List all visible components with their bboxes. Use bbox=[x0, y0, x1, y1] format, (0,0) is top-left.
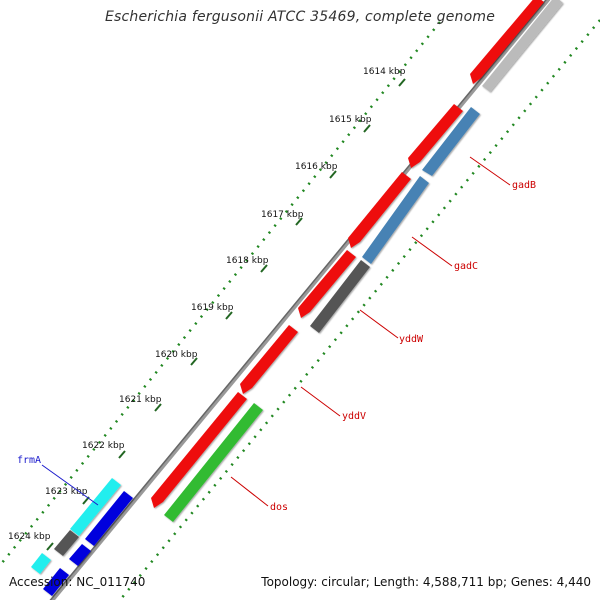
accession-info: Accession: NC_011740 bbox=[9, 575, 145, 589]
gene-feature[interactable] bbox=[348, 172, 411, 248]
tick-label: 1617 kbp bbox=[261, 210, 304, 220]
gene-feature[interactable] bbox=[85, 491, 133, 546]
tick-label: 1614 kbp bbox=[363, 67, 406, 77]
gene-feature[interactable] bbox=[240, 325, 298, 394]
gene-feature[interactable] bbox=[482, 0, 563, 92]
gene-label-yddW[interactable]: yddW bbox=[399, 334, 424, 345]
topology-label: Topology: bbox=[261, 575, 318, 589]
genes-label: Genes: bbox=[510, 575, 553, 589]
length-value: 4,588,711 bp bbox=[422, 575, 503, 589]
gene-feature[interactable] bbox=[70, 478, 121, 536]
tick-label: 1619 kbp bbox=[191, 303, 234, 313]
topology-value: circular bbox=[321, 575, 366, 589]
gene-feature[interactable] bbox=[422, 107, 480, 176]
gene-feature[interactable] bbox=[54, 530, 79, 556]
tick-label: 1615 kbp bbox=[329, 115, 372, 125]
gene-track-outer bbox=[151, 0, 544, 508]
gene-track-left bbox=[31, 478, 133, 596]
gene-labels: gadB gadC yddW yddV dos frmA bbox=[17, 180, 536, 513]
gene-feature[interactable] bbox=[151, 392, 247, 508]
accession-label: Accession: bbox=[9, 575, 73, 589]
gene-feature[interactable] bbox=[164, 403, 263, 522]
backbone bbox=[49, 0, 551, 600]
gene-track-inner bbox=[164, 0, 563, 522]
tick-marks bbox=[46, 78, 406, 551]
gene-feature[interactable] bbox=[310, 260, 370, 333]
tick-label: 1616 kbp bbox=[295, 162, 338, 172]
gene-label-dos[interactable]: dos bbox=[270, 502, 288, 513]
genes-value: 4,440 bbox=[556, 575, 591, 589]
accession-value: NC_011740 bbox=[76, 575, 146, 589]
genome-summary: Topology: circular; Length: 4,588,711 bp… bbox=[261, 575, 591, 589]
gene-feature[interactable] bbox=[31, 553, 51, 574]
tick-label: 1624 kbp bbox=[8, 532, 51, 542]
length-label: Length: bbox=[373, 575, 420, 589]
gene-label-gadC[interactable]: gadC bbox=[454, 261, 478, 272]
tick-label: 1621 kbp bbox=[119, 395, 162, 405]
tick-labels: 1614 kbp 1615 kbp 1616 kbp 1617 kbp 1618… bbox=[8, 67, 406, 542]
callout-lines bbox=[41, 156, 511, 507]
gene-feature[interactable] bbox=[43, 568, 69, 596]
tick-label: 1620 kbp bbox=[155, 350, 198, 360]
gene-feature[interactable] bbox=[69, 544, 91, 566]
gene-label-yddV[interactable]: yddV bbox=[342, 411, 366, 422]
gene-feature[interactable] bbox=[362, 176, 429, 264]
gene-feature[interactable] bbox=[470, 0, 544, 84]
gene-label-frmA[interactable]: frmA bbox=[17, 455, 41, 466]
gene-label-gadB[interactable]: gadB bbox=[512, 180, 536, 191]
map-title: Escherichia fergusonii ATCC 35469, compl… bbox=[104, 9, 496, 25]
gene-feature[interactable] bbox=[408, 104, 463, 168]
gene-feature[interactable] bbox=[298, 250, 356, 318]
tick-label: 1622 kbp bbox=[82, 441, 125, 451]
tick-label: 1618 kbp bbox=[226, 256, 269, 266]
tick-label: 1623 kbp bbox=[45, 487, 88, 497]
